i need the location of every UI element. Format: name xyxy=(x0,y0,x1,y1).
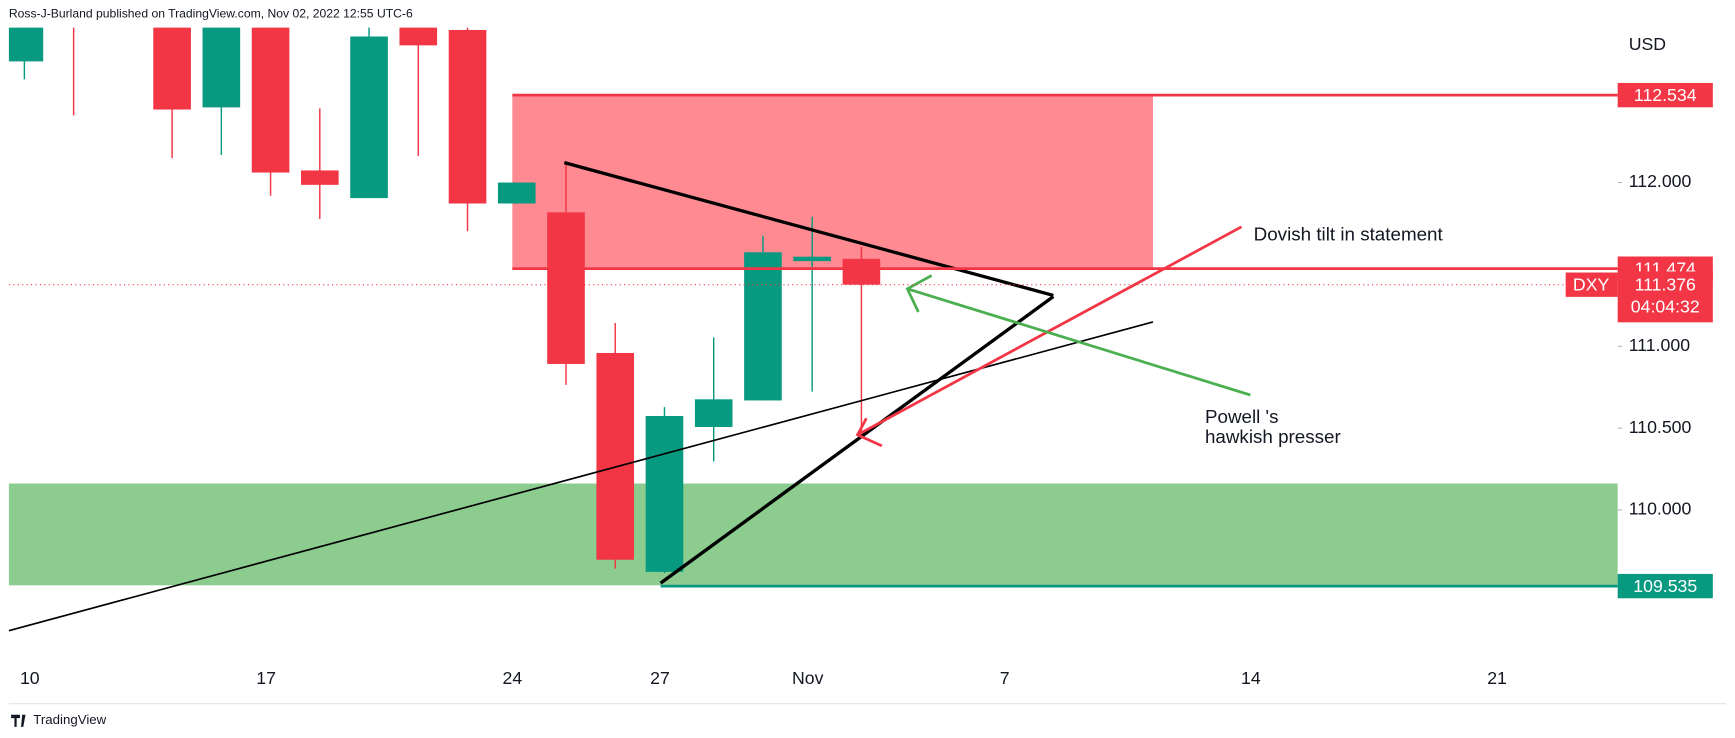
candle-body xyxy=(153,27,191,110)
brand-logo xyxy=(11,714,26,727)
candle-body xyxy=(842,258,881,285)
candle-body xyxy=(694,399,733,427)
candle-body xyxy=(596,352,635,560)
candle-body xyxy=(744,252,782,401)
y-tick-label: 110.500 xyxy=(1629,417,1692,437)
candles xyxy=(8,27,881,574)
brand: TradingView xyxy=(33,712,106,727)
price-label-box xyxy=(1617,82,1713,108)
drawings xyxy=(8,161,1251,632)
arrow-head xyxy=(905,274,933,313)
price-label-box xyxy=(1617,573,1713,599)
price-label: 109.535 xyxy=(1633,576,1697,596)
header: Ross-J-Burland published on TradingView.… xyxy=(9,7,413,21)
candle-body xyxy=(8,27,44,62)
symbol: DXY xyxy=(1573,274,1610,294)
annotation: Dovish tilt in statement xyxy=(1254,224,1444,245)
x-tick-label: Nov xyxy=(792,668,824,688)
symbol-box xyxy=(1565,272,1618,297)
candle-body xyxy=(645,416,684,572)
arrow-red xyxy=(856,225,1243,437)
candle-body xyxy=(547,212,585,364)
y-tick-label: 110.000 xyxy=(1629,499,1692,519)
last-price-box xyxy=(1617,271,1713,323)
trendline xyxy=(659,295,1055,585)
x-tick-label: 17 xyxy=(256,668,276,688)
arrow-head xyxy=(855,417,883,448)
x-tick-label: 27 xyxy=(650,668,670,688)
x-tick-label: 24 xyxy=(502,668,522,688)
candle-body xyxy=(399,27,438,46)
candle-body xyxy=(793,256,831,262)
resistance-zone xyxy=(512,96,1153,269)
x-tick-label: 21 xyxy=(1487,668,1507,688)
support-zone xyxy=(8,483,1618,586)
candle-body xyxy=(350,36,388,199)
x-tick-label: 7 xyxy=(1000,668,1010,688)
y-tick-label: 112.000 xyxy=(1629,171,1692,191)
candle-body xyxy=(202,27,241,108)
candle-body xyxy=(300,170,339,185)
currency: USD xyxy=(1629,34,1666,54)
last-price: 111.376 xyxy=(1635,274,1696,294)
x-tick-label: 10 xyxy=(20,668,40,688)
annotation: hawkish presser xyxy=(1205,426,1341,447)
countdown: 04:04:32 xyxy=(1631,297,1700,317)
annotation: Powell 's xyxy=(1205,406,1279,427)
arrow-green xyxy=(906,287,1251,397)
trendline xyxy=(8,321,1154,632)
y-tick-label: 111.000 xyxy=(1629,335,1690,355)
price-label: 112.534 xyxy=(1634,85,1697,105)
trendline xyxy=(563,161,1054,298)
candle-body xyxy=(497,182,536,204)
candle-body xyxy=(251,27,290,173)
candle-body xyxy=(448,29,487,204)
x-tick-label: 14 xyxy=(1241,668,1261,688)
